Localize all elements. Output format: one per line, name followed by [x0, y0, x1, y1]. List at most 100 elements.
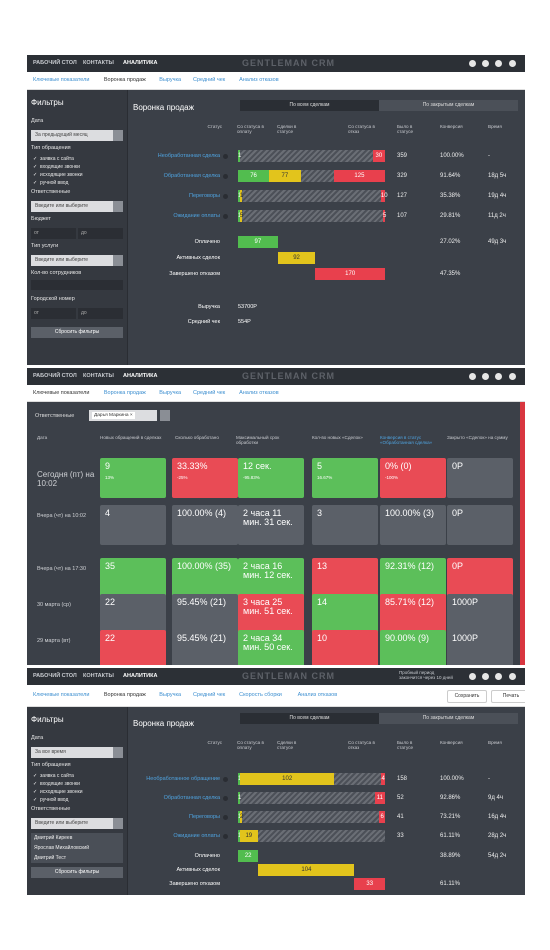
header-icon[interactable] [482, 60, 489, 67]
toggle[interactable]: По закрытым сделкам [379, 713, 518, 724]
tab[interactable]: Анализ отказов [239, 77, 279, 83]
range-input[interactable]: от [31, 308, 76, 319]
metric-tile[interactable]: 10 [312, 630, 378, 665]
metric-tile[interactable]: 9 13% [100, 458, 166, 498]
metric-tile[interactable]: 0Р [447, 505, 513, 545]
metric-tile[interactable]: 0Р [447, 558, 513, 598]
nav-link[interactable]: КОНТАКТЫ [83, 60, 114, 66]
metric-tile[interactable]: 13 [312, 558, 378, 598]
header-icon[interactable] [509, 373, 516, 380]
select[interactable]: За все время [31, 747, 123, 758]
nav-link[interactable]: КОНТАКТЫ [83, 673, 114, 679]
select[interactable]: За предыдущий месяц [31, 130, 123, 141]
reset-button[interactable]: Сбросить фильтры [31, 327, 123, 338]
metric-tile[interactable]: 4 [100, 505, 166, 545]
metric-tile[interactable]: 12 сек. -95.83% [238, 458, 304, 498]
metric-tile[interactable]: 100.00% (3) [380, 505, 446, 545]
metric-tile[interactable]: 0Р [447, 458, 513, 498]
input-field[interactable] [31, 280, 123, 290]
range-input[interactable]: до [78, 228, 123, 239]
filter-select[interactable]: Дарья Маркина × [89, 410, 157, 421]
tab[interactable]: Анализ отказов [297, 692, 338, 698]
dropdown-option[interactable]: Ярослав Михайловский [31, 843, 123, 853]
checkbox-label[interactable]: ручной ввод [40, 180, 69, 186]
checkbox-label[interactable]: заявка с сайта [40, 773, 74, 779]
toolbar-button[interactable]: Сохранить [447, 690, 487, 703]
toolbar-button[interactable]: Печать [491, 690, 525, 703]
metric-tile[interactable]: 2 часа 11 мин. 31 сек. [238, 505, 304, 545]
checkbox-label[interactable]: входящие звонки [40, 781, 80, 787]
tab[interactable]: Выручка [159, 692, 182, 698]
nav-link[interactable]: РАБОЧИЙ СТОЛ [33, 373, 77, 379]
header-icon[interactable] [482, 673, 489, 680]
metric-tile[interactable]: 3 [312, 505, 378, 545]
select[interactable]: Введите или выберите [31, 201, 123, 212]
status-label[interactable]: Переговоры [188, 193, 220, 199]
tab[interactable]: Ключевые показатели [33, 389, 90, 396]
status-label[interactable]: Необработанное обращение [146, 776, 220, 782]
range-input[interactable]: от [31, 228, 76, 239]
checkbox-label[interactable]: заявка с сайта [40, 156, 74, 162]
header-icon[interactable] [509, 60, 516, 67]
status-label[interactable]: Ожидание оплаты [173, 833, 220, 839]
tab[interactable]: Анализ отказов [239, 389, 279, 396]
metric-tile[interactable]: 2 часа 34 мин. 50 сек. [238, 630, 304, 665]
metric-tile[interactable]: 22 [100, 630, 166, 665]
nav-link[interactable]: КОНТАКТЫ [83, 373, 114, 379]
metric-tile[interactable]: 92.31% (12) [380, 558, 446, 598]
status-label[interactable]: Ожидание оплаты [173, 213, 220, 219]
header-icon[interactable] [469, 60, 476, 67]
select[interactable]: Введите или выберите [31, 255, 123, 266]
tab[interactable]: Ключевые показатели [33, 692, 90, 698]
nav-link[interactable]: АНАЛИТИКА [123, 373, 158, 379]
tab[interactable]: Воронка продаж [103, 692, 146, 698]
metric-tile[interactable]: 1000Р [447, 630, 513, 665]
toggle[interactable]: По всем сделкам [240, 713, 379, 724]
metric-tile[interactable]: 35 [100, 558, 166, 598]
checkbox-label[interactable]: ручной ввод [40, 797, 69, 803]
metric-tile[interactable]: 95.45% (21) [172, 630, 238, 665]
tab[interactable]: Воронка продаж [103, 77, 146, 83]
metric-tile[interactable]: 90.00% (9) [380, 630, 446, 665]
toggle[interactable]: По всем сделкам [240, 100, 379, 111]
select[interactable]: Введите или выберите [31, 818, 123, 829]
nav-link[interactable]: РАБОЧИЙ СТОЛ [33, 673, 77, 679]
header-icon[interactable] [469, 373, 476, 380]
reset-button[interactable]: Сбросить фильтры [31, 867, 123, 878]
metric-tile[interactable]: 22 [100, 594, 166, 634]
toggle[interactable]: По закрытым сделкам [379, 100, 518, 111]
nav-link[interactable]: АНАЛИТИКА [123, 60, 158, 66]
tab[interactable]: Средний чек [193, 77, 226, 83]
metric-tile[interactable]: 100.00% (4) [172, 505, 238, 545]
tab[interactable]: Средний чек [193, 389, 226, 396]
tab[interactable]: Средний чек [193, 692, 226, 698]
header-icon[interactable] [495, 60, 502, 67]
metric-tile[interactable]: 5 16.67% [312, 458, 378, 498]
metric-tile[interactable]: 85.71% (12) [380, 594, 446, 634]
metric-tile[interactable]: 2 часа 16 мин. 12 сек. [238, 558, 304, 598]
tab[interactable]: Выручка [159, 389, 182, 396]
metric-tile[interactable]: 100.00% (35) [172, 558, 238, 598]
dropdown-option[interactable]: Дмитрий Тест [31, 853, 123, 863]
metric-tile[interactable]: 33.33% -25% [172, 458, 238, 498]
metric-tile[interactable]: 1000Р [447, 594, 513, 634]
status-label[interactable]: Необработанная сделка [157, 153, 220, 159]
status-label[interactable]: Переговоры [188, 814, 220, 820]
status-label[interactable]: Обработанная сделка [163, 795, 220, 801]
range-input[interactable]: до [78, 308, 123, 319]
metric-tile[interactable]: 3 часа 25 мин. 51 сек. [238, 594, 304, 634]
header-icon[interactable] [482, 373, 489, 380]
header-icon[interactable] [509, 673, 516, 680]
header-icon[interactable] [495, 673, 502, 680]
metric-tile[interactable]: 0% (0) -100% [380, 458, 446, 498]
filter-chip[interactable]: Дарья Маркина × [92, 412, 135, 419]
checkbox-label[interactable]: исходящие звонки [40, 789, 83, 795]
tab[interactable]: Выручка [159, 77, 182, 83]
metric-tile[interactable]: 95.45% (21) [172, 594, 238, 634]
header-icon[interactable] [495, 373, 502, 380]
checkbox-label[interactable]: входящие звонки [40, 164, 80, 170]
scrollbar[interactable] [520, 402, 525, 665]
nav-link[interactable]: РАБОЧИЙ СТОЛ [33, 60, 77, 66]
checkbox-label[interactable]: исходящие звонки [40, 172, 83, 178]
nav-link[interactable]: АНАЛИТИКА [123, 673, 158, 679]
